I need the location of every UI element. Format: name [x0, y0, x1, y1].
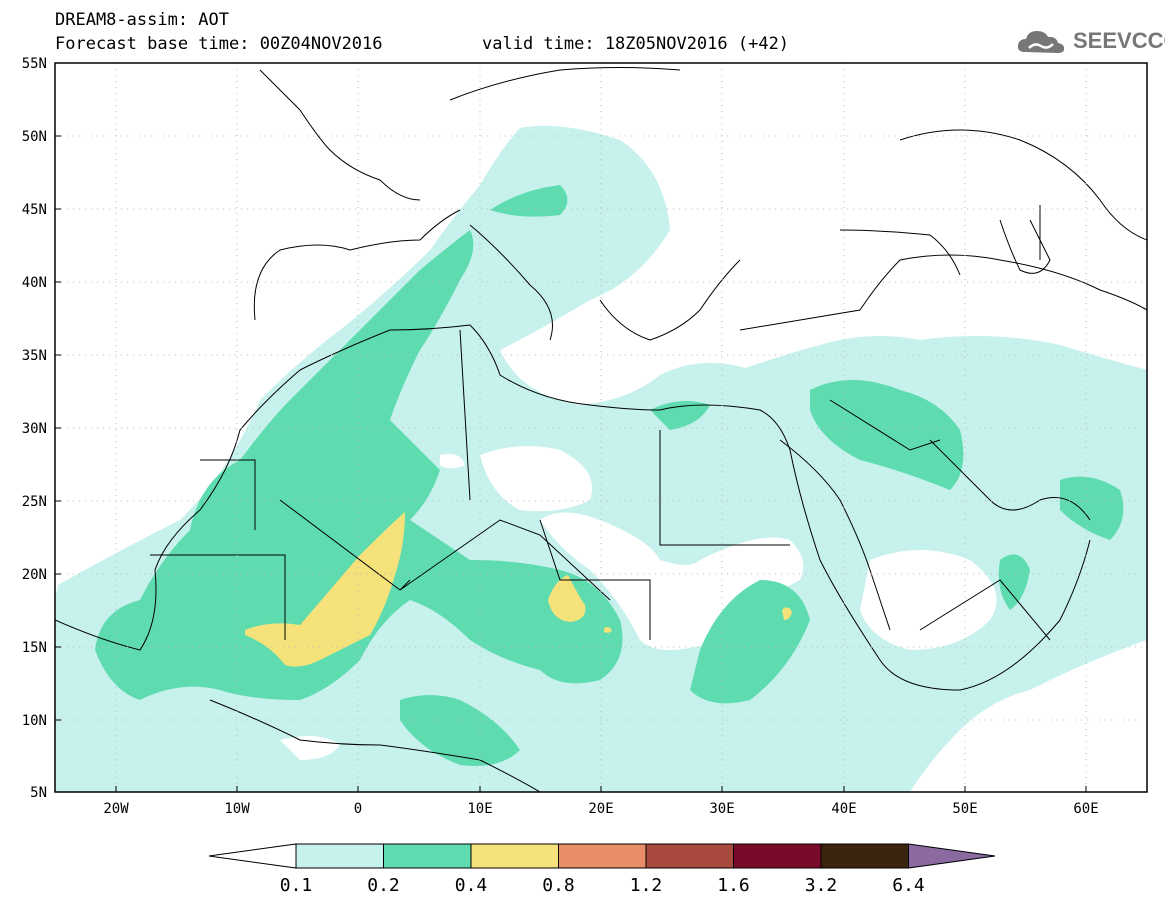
colorbar: 0.1 0.2 0.4 0.8 1.2 1.6 3.2 6.4 — [208, 843, 996, 896]
aot-clear-area — [480, 446, 592, 512]
colorbar-over-arrow — [908, 843, 996, 869]
aot-band-0.2 — [690, 580, 810, 704]
lon-label: 20W — [103, 801, 129, 817]
colorbar-segment — [383, 843, 472, 869]
aot-band-0.4 — [604, 627, 612, 633]
lat-label: 40N — [22, 275, 47, 291]
colorbar-segment — [820, 843, 909, 869]
lat-label: 25N — [22, 494, 47, 510]
lon-label: 20E — [588, 801, 613, 817]
cloud-logo-icon — [1017, 31, 1065, 53]
logo-text: SEEVCCC — [1073, 28, 1165, 53]
lon-label: 60E — [1073, 801, 1098, 817]
aot-band-0.4 — [548, 575, 586, 622]
colorbar-label: 6.4 — [892, 875, 925, 896]
colorbar-segment — [470, 843, 559, 869]
lon-label: 0 — [354, 801, 362, 817]
latitude-labels: 55N 50N 45N 40N 35N 30N 25N 20N 15N 10N … — [22, 56, 47, 801]
colorbar-label: 0.1 — [280, 875, 313, 896]
lat-label: 35N — [22, 348, 47, 364]
aot-band-0.2 — [998, 554, 1030, 610]
lat-label: 30N — [22, 421, 47, 437]
aot-band-0.2 — [650, 401, 710, 430]
lat-label: 55N — [22, 56, 47, 72]
aot-band-0.2 — [490, 185, 568, 217]
aot-clear-area — [440, 453, 465, 469]
aot-shading — [55, 125, 1147, 792]
colorbar-label: 0.8 — [542, 875, 575, 896]
lon-label: 10E — [467, 801, 492, 817]
colorbar-label: 1.6 — [717, 875, 750, 896]
valid-time: valid time: 18Z05NOV2016 (+42) — [482, 34, 790, 54]
aot-clear-area — [280, 736, 340, 760]
aot-band-0.4 — [782, 607, 792, 620]
lon-label: 50E — [952, 801, 977, 817]
lat-label: 5N — [30, 785, 47, 801]
lat-label: 20N — [22, 567, 47, 583]
lat-label: 10N — [22, 713, 47, 729]
lat-label: 50N — [22, 129, 47, 145]
colorbar-segment — [645, 843, 734, 869]
coastlines — [55, 67, 1147, 792]
colorbar-segment — [733, 843, 822, 869]
colorbar-label: 1.2 — [630, 875, 663, 896]
colorbar-label: 3.2 — [805, 875, 838, 896]
forecast-base-time: Forecast base time: 00Z04NOV2016 — [55, 34, 383, 54]
axis-ticks — [55, 62, 1087, 793]
lon-label: 30E — [709, 801, 734, 817]
map-title: DREAM8-assim: AOT — [55, 10, 229, 30]
aot-band-0.2 — [95, 230, 623, 700]
aot-clear-area — [860, 550, 997, 650]
lat-label: 15N — [22, 640, 47, 656]
lon-label: 10W — [224, 801, 250, 817]
colorbar-label: 0.2 — [367, 875, 400, 896]
gridlines — [55, 63, 1147, 792]
colorbar-under-arrow — [208, 843, 297, 869]
colorbar-segment — [295, 843, 384, 869]
aot-band-0.2 — [1060, 476, 1124, 540]
colorbar-segment — [558, 843, 647, 869]
lat-label: 45N — [22, 202, 47, 218]
lon-label: 40E — [831, 801, 856, 817]
aot-band-0.2 — [400, 695, 520, 766]
colorbar-label: 0.4 — [455, 875, 488, 896]
longitude-labels: 20W 10W 0 10E 20E 30E 40E 50E 60E — [103, 801, 1098, 817]
